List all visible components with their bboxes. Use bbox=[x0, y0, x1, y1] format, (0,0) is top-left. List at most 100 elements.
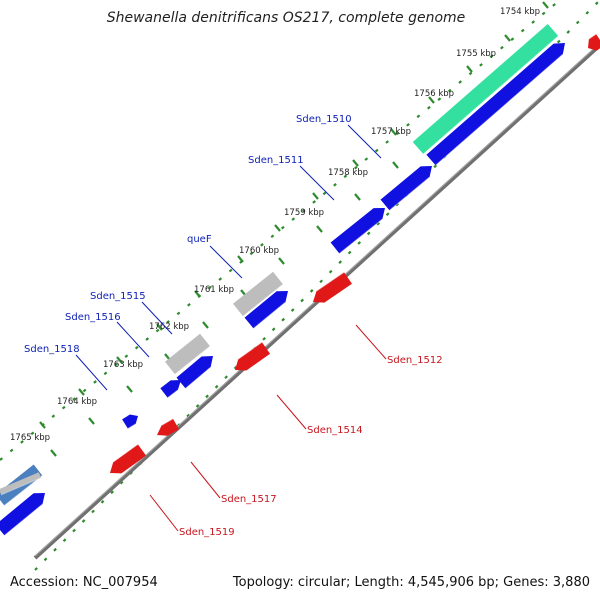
major-tick bbox=[116, 356, 123, 364]
inner-tick-mark bbox=[271, 327, 276, 332]
outer-tick-mark bbox=[145, 337, 150, 341]
gene-label[interactable]: Sden_1511 bbox=[248, 155, 304, 166]
outer-tick-mark bbox=[489, 54, 494, 59]
outer-tick-mark bbox=[270, 234, 275, 239]
gene-label[interactable]: Sden_1515 bbox=[90, 291, 146, 302]
outer-tick-mark bbox=[333, 183, 337, 187]
major-tick bbox=[78, 388, 85, 396]
gene-label[interactable]: Sden_1518 bbox=[24, 344, 80, 355]
outer-tick-mark bbox=[207, 285, 212, 290]
gene-label[interactable]: Sden_1517 bbox=[221, 494, 277, 505]
inner-tick-mark bbox=[195, 404, 200, 408]
outer-tick-mark bbox=[510, 37, 515, 41]
outer-tick-mark bbox=[458, 80, 463, 84]
accession-text: Accession: NC_007954 bbox=[10, 575, 158, 590]
major-tick bbox=[274, 224, 281, 232]
gene-sden-1511-forward[interactable] bbox=[380, 166, 432, 211]
pseudogene-sden-1515-region[interactable] bbox=[165, 333, 211, 375]
gene-label[interactable]: Sden_1514 bbox=[307, 425, 363, 436]
gene-sden-1519-reverse[interactable] bbox=[110, 443, 147, 474]
outer-tick-mark bbox=[114, 362, 118, 367]
inner-tick-mark bbox=[100, 499, 105, 504]
outer-tick-mark bbox=[187, 303, 191, 307]
major-tick bbox=[542, 1, 549, 9]
inner-tick-mark bbox=[594, 1, 599, 6]
outer-tick-mark bbox=[72, 397, 77, 401]
inner-tick-mark bbox=[224, 375, 228, 380]
gene-sden-1514-reverse[interactable] bbox=[235, 341, 271, 371]
outer-tick-mark bbox=[541, 11, 546, 16]
gene-label[interactable]: Sden_1519 bbox=[179, 527, 235, 538]
inner-tick-mark bbox=[366, 231, 371, 236]
outer-tick-mark bbox=[51, 414, 56, 419]
tick-label: 1760 kbp bbox=[239, 246, 279, 256]
gene-label-leader-line bbox=[116, 321, 150, 358]
gene-label-leader-line bbox=[141, 301, 173, 335]
gene-label-leader-line bbox=[190, 461, 221, 499]
gene-label[interactable]: Sden_1512 bbox=[387, 355, 443, 366]
tick-label: 1758 kbp bbox=[328, 168, 368, 178]
feature-layer bbox=[0, 23, 600, 536]
outer-tick-mark bbox=[468, 71, 473, 76]
gene-partial-forward[interactable] bbox=[0, 493, 45, 536]
inner-tick-mark bbox=[575, 20, 580, 25]
inner-tick-mark bbox=[556, 39, 561, 44]
gene-quef-forward[interactable] bbox=[244, 291, 288, 329]
inner-tick-mark bbox=[328, 269, 333, 274]
inner-tick-mark bbox=[214, 384, 219, 389]
outer-tick-mark bbox=[364, 157, 369, 161]
tick-label: 1764 kbp bbox=[57, 397, 97, 407]
gene-sden-1510-forward[interactable] bbox=[426, 43, 565, 166]
inner-tick-mark bbox=[433, 164, 438, 169]
outer-tick-mark bbox=[552, 3, 556, 7]
inner-tick-mark bbox=[43, 557, 48, 562]
inner-tick-mark bbox=[81, 519, 86, 523]
gene-label-leader-line bbox=[276, 394, 307, 430]
gene-sden-1518-forward[interactable] bbox=[122, 414, 138, 430]
outer-tick-mark bbox=[416, 114, 421, 119]
gene-sden-1512-reverse[interactable] bbox=[313, 271, 352, 303]
major-tick bbox=[428, 96, 435, 104]
tick-label: 1755 kbp bbox=[456, 49, 496, 59]
gene-label-leader-line bbox=[209, 245, 243, 279]
outer-tick-mark bbox=[531, 20, 536, 24]
pseudogene-quef-region[interactable] bbox=[233, 271, 284, 317]
gene-sden-1511b-forward[interactable] bbox=[330, 208, 385, 254]
major-tick bbox=[39, 421, 46, 429]
rna-feature[interactable] bbox=[412, 23, 559, 155]
inner-tick-mark bbox=[72, 528, 76, 533]
outer-tick-mark bbox=[353, 165, 358, 170]
major-tick bbox=[278, 257, 285, 265]
genome-summary-text: Topology: circular; Length: 4,545,906 bp… bbox=[232, 575, 590, 590]
major-tick bbox=[390, 128, 397, 136]
inner-tick-mark bbox=[395, 202, 400, 207]
major-tick bbox=[312, 192, 319, 200]
gene-label[interactable]: Sden_1516 bbox=[65, 312, 121, 323]
outer-tick-mark bbox=[103, 371, 108, 376]
outer-tick-mark bbox=[176, 311, 181, 316]
gene-label-layer: Sden_1510 Sden_1511 queF Sden_1515 Sden_1516… bbox=[24, 114, 443, 538]
major-tick bbox=[392, 161, 399, 169]
outer-tick-mark bbox=[301, 208, 306, 213]
outer-tick-mark bbox=[520, 28, 525, 33]
outer-tick-mark bbox=[20, 440, 24, 444]
gene-label[interactable]: queF bbox=[187, 234, 212, 245]
outer-tick-mark bbox=[30, 431, 35, 436]
inner-tick-mark bbox=[376, 221, 381, 226]
gene-label-leader-line bbox=[347, 124, 382, 159]
major-tick bbox=[50, 449, 57, 457]
gene-sden-1515-forward[interactable] bbox=[176, 356, 213, 389]
partial-pseudo-feature[interactable] bbox=[0, 472, 42, 496]
gene-edge-reverse[interactable] bbox=[588, 33, 600, 51]
gene-sden-1517-reverse[interactable] bbox=[157, 418, 180, 436]
inner-tick-mark bbox=[34, 567, 38, 571]
outer-tick-mark bbox=[9, 448, 14, 453]
inner-tick-mark bbox=[119, 480, 124, 485]
gene-label[interactable]: Sden_1510 bbox=[296, 114, 352, 125]
outer-tick-mark bbox=[93, 380, 97, 384]
major-tick bbox=[88, 417, 95, 425]
inner-tick-mark bbox=[281, 317, 285, 322]
gene-sden-1516-forward[interactable] bbox=[160, 380, 181, 399]
inner-tick-mark bbox=[186, 413, 190, 418]
